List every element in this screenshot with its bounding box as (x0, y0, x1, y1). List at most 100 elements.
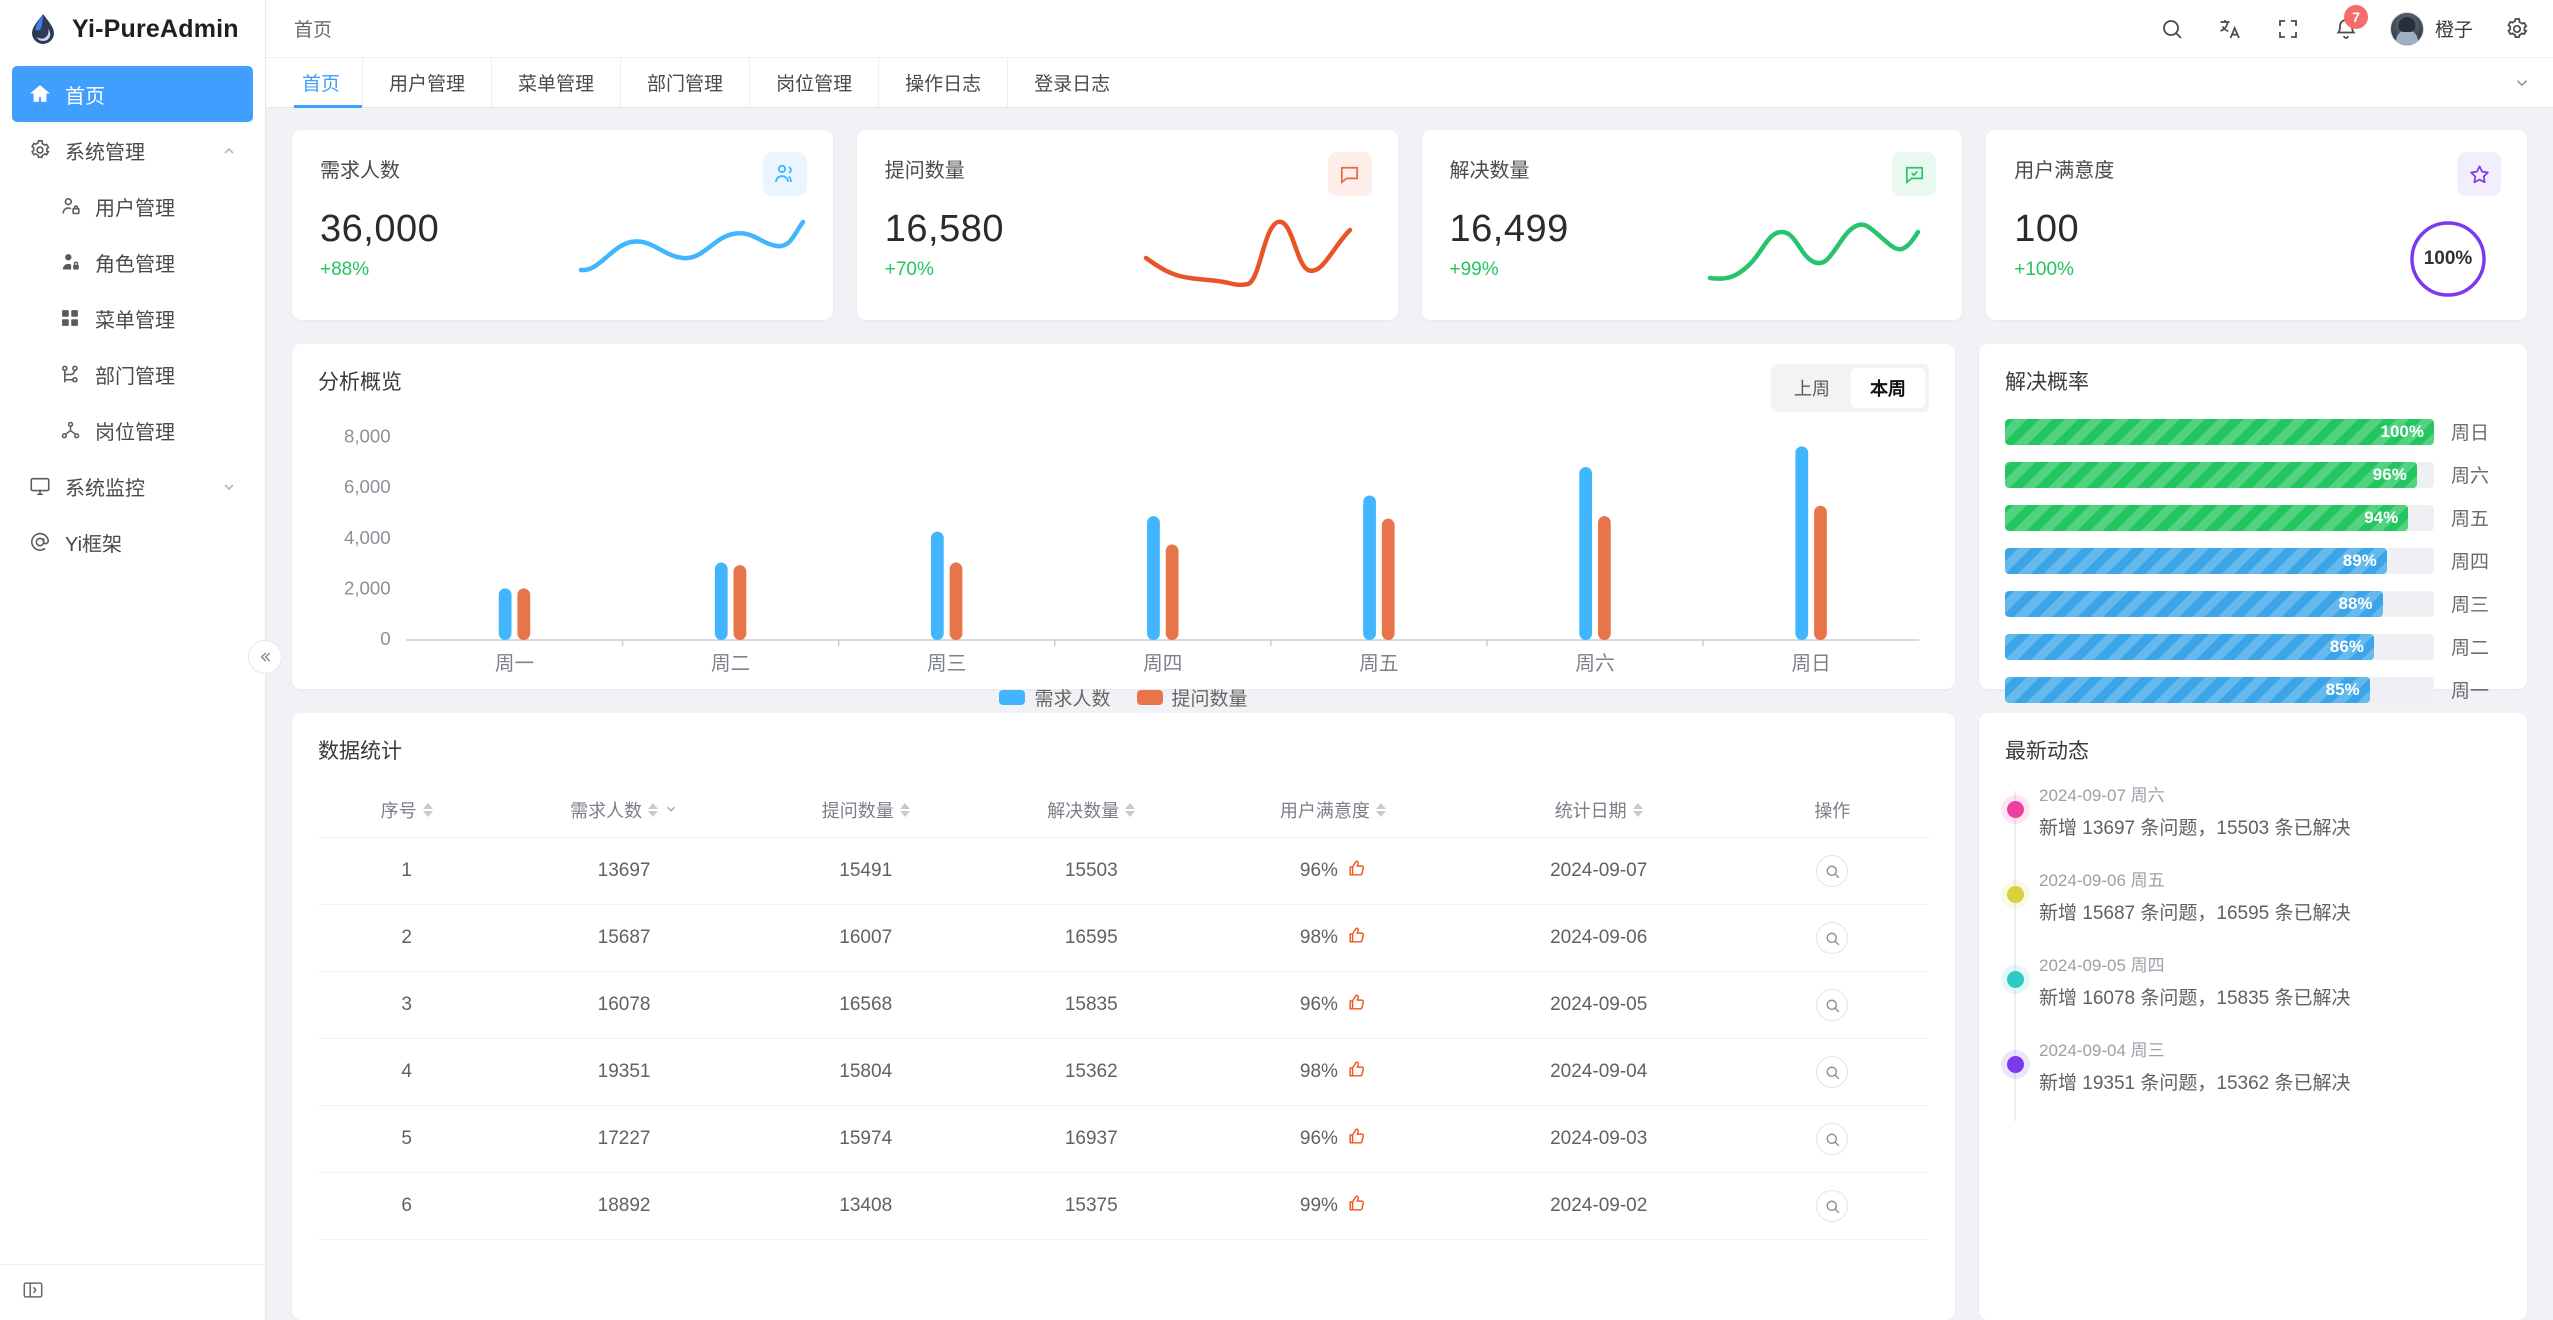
stat-title: 用户满意度 (2014, 160, 2115, 182)
thumbs-up-icon (1347, 1194, 1366, 1219)
droplet-icon (26, 12, 60, 46)
week-segment-control: 上周 本周 (1771, 364, 1929, 412)
cell-date: 2024-09-05 (1461, 971, 1736, 1039)
cell-questions: 13408 (752, 1172, 979, 1240)
probability-row: 96% 周六 (2005, 461, 2501, 488)
stat-value: 36,000 (320, 208, 440, 250)
cell-questions: 15804 (752, 1038, 979, 1106)
chevron-up-icon[interactable] (221, 142, 237, 158)
sort-icon[interactable] (1125, 803, 1136, 817)
svg-text:周一: 周一 (495, 653, 534, 675)
sidebar-item-user-management[interactable]: 用户管理 (12, 178, 253, 234)
search-icon[interactable] (2158, 15, 2186, 43)
layout-toggle-icon[interactable] (22, 1279, 44, 1306)
fullscreen-icon[interactable] (2274, 15, 2302, 43)
card-title: 分析概览 (318, 371, 402, 394)
thumbs-up-icon (1347, 1060, 1366, 1085)
view-detail-button[interactable] (1816, 989, 1849, 1021)
sidebar-item-menu-management[interactable]: 菜单管理 (12, 290, 253, 346)
activity-date: 2024-09-06 周五 (2039, 871, 2165, 890)
tab-menu-management[interactable]: 菜单管理 (492, 58, 622, 107)
sidebar-footer (0, 1264, 265, 1320)
probability-row: 89% 周四 (2005, 547, 2501, 574)
sidebar-item-yi-framework[interactable]: Yi框架 (12, 514, 253, 570)
sparkline-demand (578, 219, 805, 273)
breadcrumb[interactable]: 首页 (294, 20, 333, 41)
view-detail-button[interactable] (1816, 922, 1849, 954)
view-detail-button[interactable] (1816, 1056, 1849, 1088)
probability-fill: 94% (2005, 504, 2409, 531)
thumbs-up-icon (1347, 1127, 1366, 1152)
activity-text: 新增 13697 条问题，15503 条已解决 (2039, 818, 2351, 839)
satisfaction-ring (2410, 221, 2486, 297)
users-icon (762, 152, 807, 196)
tab-login-log[interactable]: 登录日志 (1008, 58, 1136, 107)
satisfaction-value: 99% (1299, 1195, 1338, 1216)
sidebar-item-label: 用户管理 (95, 197, 175, 220)
tab-post-management[interactable]: 岗位管理 (750, 58, 880, 107)
star-icon (2457, 152, 2501, 196)
notification-badge: 7 (2343, 4, 2368, 29)
sidebar-item-system-monitor[interactable]: 系统监控 (12, 458, 253, 514)
sort-icon[interactable] (1632, 803, 1643, 817)
data-statistics-card: 数据统计 序号 需求人数 提问数量 解决数量 用户满意度 统计日期 操作 (292, 713, 1955, 1320)
sidebar-menu: 首页 系统管理 (0, 58, 265, 1264)
sidebar-item-post-management[interactable]: 岗位管理 (12, 402, 253, 458)
role-lock-icon (58, 250, 82, 274)
table-row: 1 13697 15491 15503 96% 2024-09-07 (318, 837, 1929, 905)
tab-label: 用户管理 (389, 74, 466, 95)
column-label: 用户满意度 (1279, 801, 1370, 821)
data-table: 序号 需求人数 提问数量 解决数量 用户满意度 统计日期 操作 1 13697 … (318, 783, 1929, 1240)
brand[interactable]: Yi-PureAdmin (0, 0, 265, 58)
tab-user-management[interactable]: 用户管理 (363, 58, 493, 107)
column-header-solved[interactable]: 解决数量 (978, 783, 1205, 838)
analysis-overview-card: 分析概览 上周 本周 0 2,000 4,000 6,000 8,000 周一 周二 周三 周四… (292, 344, 1955, 710)
sidebar-item-home[interactable]: 首页 (12, 66, 253, 122)
column-header-demand[interactable]: 需求人数 (495, 783, 753, 838)
sidebar-collapse-button[interactable] (248, 640, 282, 674)
sort-icon[interactable] (422, 803, 433, 817)
column-header-date[interactable]: 统计日期 (1461, 783, 1736, 838)
sidebar-item-role-management[interactable]: 角色管理 (12, 234, 253, 290)
tab-label: 部门管理 (647, 74, 724, 95)
sort-icon[interactable] (648, 803, 659, 817)
cell-solved: 16595 (978, 904, 1205, 972)
stat-value: 16,580 (884, 208, 1004, 250)
chevron-down-icon[interactable] (221, 478, 237, 494)
view-detail-button[interactable] (1816, 855, 1849, 887)
probability-row: 86% 周二 (2005, 633, 2501, 660)
chevron-down-icon[interactable] (2491, 58, 2553, 107)
cell-solved: 15503 (978, 837, 1205, 905)
sort-icon[interactable] (1375, 803, 1386, 817)
bell-icon[interactable]: 7 (2332, 4, 2368, 43)
segment-this-week[interactable]: 本周 (1851, 368, 1925, 408)
tab-label: 登录日志 (1034, 74, 1111, 95)
tab-department-management[interactable]: 部门管理 (621, 58, 751, 107)
settings-gear-icon[interactable] (2503, 15, 2531, 43)
column-header-satisfaction[interactable]: 用户满意度 (1204, 783, 1462, 838)
svg-text:周四: 周四 (1143, 653, 1182, 675)
latest-activity-card: 最新动态 2024-09-07 周六 新增 13697 条问题，15503 条已… (1979, 713, 2527, 1320)
cell-actions (1735, 904, 1929, 972)
translate-icon[interactable] (2216, 15, 2244, 43)
view-detail-button[interactable] (1816, 1190, 1849, 1222)
tabbar: 首页 用户管理 菜单管理 部门管理 岗位管理 操作日志 登录日志 (266, 58, 2553, 108)
column-header-index[interactable]: 序号 (318, 783, 496, 838)
topbar-actions: 7 橙子 (2158, 4, 2531, 46)
legend-label: 需求人数 (1034, 689, 1111, 710)
tab-home[interactable]: 首页 (294, 58, 364, 108)
segment-last-week[interactable]: 上周 (1794, 379, 1830, 399)
column-header-questions[interactable]: 提问数量 (752, 783, 979, 838)
sidebar-item-department-management[interactable]: 部门管理 (12, 346, 253, 402)
sort-icon[interactable] (899, 803, 910, 817)
filter-icon[interactable] (664, 800, 678, 821)
view-detail-button[interactable] (1816, 1123, 1849, 1155)
sidebar-item-label: 系统管理 (65, 141, 145, 164)
tab-operation-log[interactable]: 操作日志 (879, 58, 1009, 107)
activity-item: 2024-09-04 周三 新增 19351 条问题，15362 条已解决 (2007, 1036, 2501, 1121)
user-menu[interactable]: 橙子 (2389, 11, 2473, 46)
sidebar-item-system-management[interactable]: 系统管理 (12, 122, 253, 178)
cell-questions: 15491 (752, 837, 979, 905)
activity-text: 新增 16078 条问题，15835 条已解决 (2039, 988, 2351, 1009)
legend-label: 提问数量 (1171, 689, 1248, 710)
